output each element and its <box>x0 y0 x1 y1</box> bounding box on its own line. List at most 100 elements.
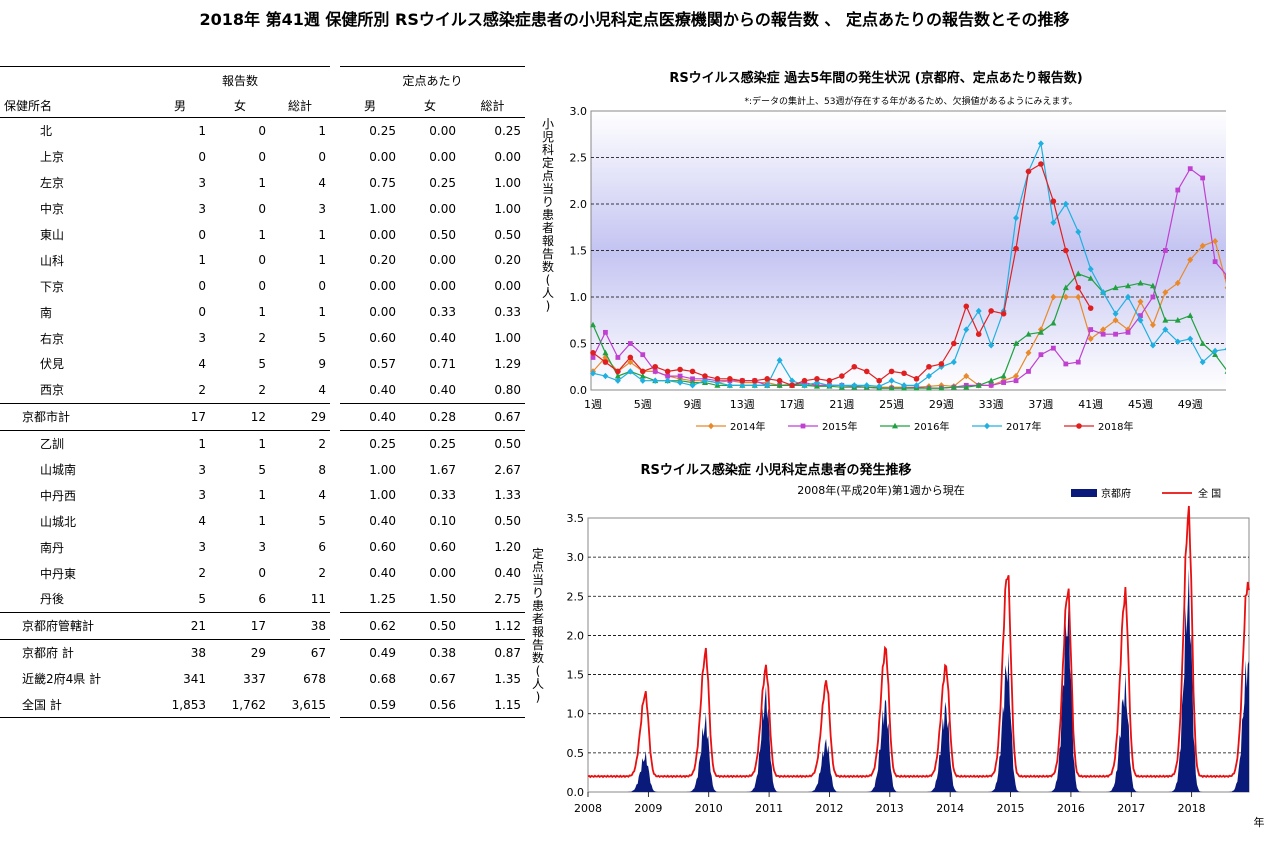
data-point <box>975 382 982 388</box>
legend-label: 京都府 <box>1101 487 1131 500</box>
data-point <box>1212 259 1218 265</box>
y-tick-label: 3.0 <box>567 551 585 564</box>
data-point <box>814 376 820 382</box>
row-total: 0 <box>318 149 327 164</box>
data-point <box>851 382 858 389</box>
data-point <box>639 372 646 379</box>
x-tick-label: 45週 <box>1128 398 1153 411</box>
row-total: 9 <box>318 356 327 371</box>
data-point <box>751 377 758 384</box>
data-point <box>714 376 721 382</box>
row-female: 1 <box>258 305 266 320</box>
x-tick-label: 2017 <box>1117 802 1145 815</box>
data-point <box>975 307 982 315</box>
data-point <box>639 377 646 384</box>
data-point <box>627 368 634 375</box>
y-tick-label: 1.0 <box>570 291 588 304</box>
row-female-per: 0.00 <box>429 566 457 581</box>
table-row: 東山 0 1 1 0.00 0.50 0.50 <box>0 222 525 248</box>
y-tick-label: 1.0 <box>567 708 585 721</box>
legend-label: 2016年 <box>914 420 949 433</box>
row-name: 全国 計 <box>0 691 150 719</box>
row-female: 2 <box>258 331 266 346</box>
row-female: 0 <box>258 201 266 216</box>
data-point <box>975 331 982 338</box>
data-point <box>1087 305 1094 311</box>
data-point <box>1062 200 1069 208</box>
data-point <box>1075 359 1081 365</box>
row-total: 29 <box>270 402 331 431</box>
y-tick-label: 0.0 <box>567 786 585 799</box>
row-total: 67 <box>270 638 331 666</box>
data-point <box>603 329 608 335</box>
row-total-per: 0.00 <box>494 149 522 164</box>
data-point <box>801 382 808 389</box>
row-name: 南丹 <box>40 540 65 555</box>
table-row: 右京 3 2 5 0.60 0.40 1.00 <box>0 325 525 351</box>
data-point <box>602 349 609 356</box>
legend-entry: 全 国 <box>1162 487 1221 500</box>
data-point <box>876 383 883 390</box>
data-point <box>639 368 646 375</box>
series-line-national <box>587 505 1250 779</box>
y-tick-label: 2.0 <box>570 198 588 211</box>
row-female-per: 0.28 <box>400 402 461 431</box>
row-male: 0 <box>198 149 206 164</box>
row-female: 17 <box>210 611 270 640</box>
data-point <box>751 382 758 389</box>
data-point <box>913 376 920 382</box>
row-female-per: 0.71 <box>429 356 457 371</box>
data-point <box>1137 298 1144 305</box>
row-male-per: 1.25 <box>369 591 397 606</box>
row-female-per: 0.33 <box>429 305 457 320</box>
row-male: 3 <box>198 175 206 190</box>
table-row: 上京 0 0 0 0.00 0.00 0.00 <box>0 144 525 170</box>
row-female-per: 0.00 <box>429 279 457 294</box>
legend-entry: 2018年 <box>1064 420 1133 433</box>
row-name: 上京 <box>40 150 65 165</box>
data-point <box>1149 342 1156 349</box>
row-name: 山城南 <box>40 463 77 478</box>
data-point <box>1087 275 1094 281</box>
row-female: 12 <box>210 402 270 431</box>
data-point <box>1112 317 1119 324</box>
row-female: 1 <box>210 429 270 457</box>
row-female: 337 <box>243 671 266 686</box>
y-tick-label: 1.5 <box>567 669 585 682</box>
row-female-per: 0.00 <box>429 123 457 138</box>
table-row: 山城南 3 5 8 1.00 1.67 2.67 <box>0 457 525 483</box>
row-total: 1 <box>318 253 327 268</box>
row-male: 38 <box>150 638 210 666</box>
row-female: 0 <box>258 253 266 268</box>
data-point <box>789 377 796 384</box>
col-header-name: 保健所名 <box>0 93 150 118</box>
row-name: 南 <box>40 305 53 320</box>
y-tick-label: 0.5 <box>570 338 588 351</box>
row-total: 5 <box>318 514 327 529</box>
data-point <box>1000 372 1007 379</box>
data-point <box>1087 335 1094 343</box>
row-male: 1,853 <box>150 691 210 719</box>
group-header-per-sentinel: 定点あたり <box>340 66 526 93</box>
row-male: 1 <box>150 429 210 457</box>
row-male: 3 <box>198 331 206 346</box>
row-total: 5 <box>318 331 327 346</box>
data-point <box>963 303 970 310</box>
legend-entry: 2017年 <box>972 420 1041 433</box>
row-total-per: 0.00 <box>494 279 522 294</box>
data-point <box>764 376 770 382</box>
data-point <box>1187 312 1194 318</box>
legend-entry: 京都府 <box>1071 487 1131 500</box>
data-point <box>913 382 920 389</box>
row-name: 左京 <box>40 176 65 191</box>
row-male: 341 <box>183 671 206 686</box>
data-point <box>892 422 898 429</box>
table-row: 京都府管轄計 21 17 38 0.62 0.50 1.12 <box>0 611 526 640</box>
row-total-per: 0.67 <box>460 402 526 431</box>
row-female: 0 <box>258 149 266 164</box>
data-point <box>727 376 733 382</box>
row-male: 3 <box>198 201 206 216</box>
data-point <box>801 377 808 384</box>
data-point <box>800 423 806 429</box>
data-point <box>984 422 990 430</box>
